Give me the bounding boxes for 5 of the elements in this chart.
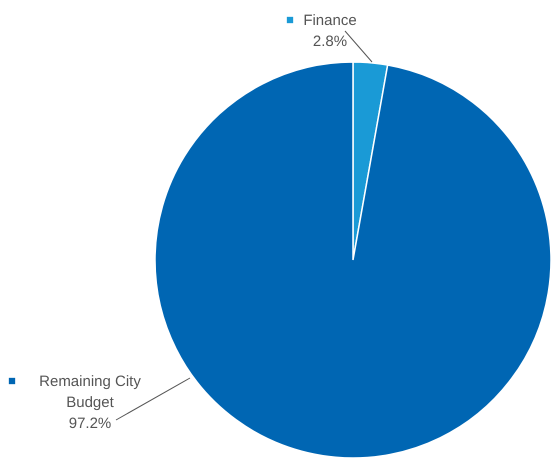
legend-label: Remaining City Budget (39, 373, 142, 411)
data-label: 2.8% (312, 33, 348, 50)
pie-slice (154, 61, 552, 459)
data-label: 97.2% (68, 415, 112, 432)
legend-label: Finance (303, 12, 357, 29)
